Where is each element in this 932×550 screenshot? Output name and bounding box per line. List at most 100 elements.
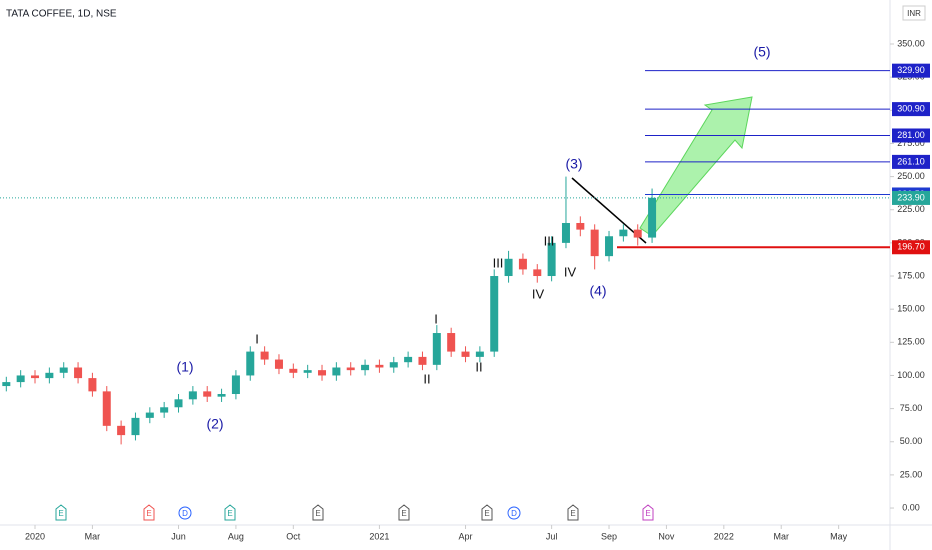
candle-body <box>131 417 140 436</box>
candle-body <box>389 362 398 368</box>
candle-body <box>74 367 83 379</box>
trend-line <box>571 177 647 244</box>
candle-body <box>174 399 183 408</box>
level-box <box>892 63 930 78</box>
candle-body <box>504 258 513 277</box>
candle-body <box>648 197 657 238</box>
level-box <box>892 240 930 255</box>
event-label: E <box>401 509 406 518</box>
level-label: 329.90 <box>897 65 925 75</box>
y-tick-label: 0.00 <box>902 502 920 512</box>
candle-body <box>547 242 556 277</box>
x-tick-label: May <box>830 531 848 541</box>
candle-body <box>59 367 68 373</box>
level-label: 281.00 <box>897 130 925 140</box>
candle-body <box>561 222 570 243</box>
event-label: E <box>484 509 489 518</box>
symbol: TATA COFFEE, 1D, NSE <box>6 9 117 20</box>
wave-label: (4) <box>589 283 606 299</box>
candle-body <box>418 356 427 365</box>
y-tick-label: 50.00 <box>900 436 923 446</box>
level-box <box>892 102 930 117</box>
wave-label: II <box>475 359 482 374</box>
level-box <box>892 128 930 143</box>
candle-body <box>461 351 470 357</box>
candle-body <box>217 394 226 397</box>
event-label: E <box>570 509 575 518</box>
x-tick-label: Sep <box>601 531 617 541</box>
candle-body <box>303 370 312 373</box>
candle-body <box>332 367 341 376</box>
x-tick-label: Mar <box>85 531 101 541</box>
x-tick-label: Jul <box>546 531 558 541</box>
wave-label: (2) <box>206 416 223 432</box>
candle-body <box>246 351 255 376</box>
event-badge <box>398 504 410 521</box>
wave-label: IV <box>564 264 577 279</box>
y-tick-label: 275.00 <box>897 138 925 148</box>
candle-body <box>274 359 283 369</box>
candle-body <box>145 412 154 418</box>
candle-body <box>518 258 527 270</box>
wave-label: (1) <box>176 359 193 375</box>
wave-label: (3) <box>565 156 582 172</box>
candle-body <box>188 391 197 400</box>
currency-box <box>902 5 926 21</box>
candle-body <box>605 236 614 257</box>
x-tick-label: 2021 <box>369 531 389 541</box>
last-price-label: 233.90 <box>897 192 925 202</box>
y-tick-label: 175.00 <box>897 270 925 280</box>
x-tick-label: 2020 <box>25 531 45 541</box>
event-badge <box>567 504 579 521</box>
candle-body <box>447 333 456 352</box>
candle-body <box>361 364 370 371</box>
x-tick-label: Oct <box>286 531 301 541</box>
candle-body <box>260 351 269 360</box>
candle-body <box>2 382 11 387</box>
event-label: E <box>58 509 63 518</box>
wave-label: I <box>434 311 438 326</box>
event-badge <box>507 506 521 520</box>
wave-label: II <box>423 371 430 386</box>
wave-label: IV <box>532 286 545 301</box>
wave-label: III <box>544 233 555 248</box>
candle-body <box>404 356 413 363</box>
event-label: E <box>227 509 232 518</box>
candle-body <box>31 375 40 379</box>
candle-body <box>533 269 542 277</box>
event-badge <box>481 504 493 521</box>
candle-body <box>45 372 54 379</box>
event-badge <box>178 506 192 520</box>
x-tick-label: Aug <box>228 531 244 541</box>
event-badge <box>224 504 236 521</box>
y-tick-label: 250.00 <box>897 171 925 181</box>
candle-body <box>289 368 298 373</box>
candle-body <box>619 229 628 237</box>
level-label: 261.10 <box>897 156 925 166</box>
candle-body <box>590 229 599 257</box>
event-label: E <box>146 509 151 518</box>
x-tick-label: Apr <box>459 531 473 541</box>
candle-body <box>576 222 585 230</box>
wave-label: III <box>493 255 504 270</box>
candle-body <box>117 425 126 436</box>
candle-body <box>375 364 384 368</box>
candle-body <box>432 333 441 365</box>
candle-body <box>16 375 25 383</box>
candle-body <box>160 407 169 413</box>
x-tick-label: Mar <box>773 531 789 541</box>
x-tick-label: Nov <box>658 531 675 541</box>
event-badge <box>312 504 324 521</box>
candle-body <box>203 391 212 397</box>
candle-body <box>490 276 499 352</box>
wave-label: I <box>255 331 259 346</box>
x-tick-label: 2022 <box>714 531 734 541</box>
y-tick-label: 225.00 <box>897 204 925 214</box>
level-box <box>892 154 930 169</box>
last-price-box <box>892 190 930 205</box>
event-label: D <box>182 509 188 518</box>
level-label: 196.70 <box>897 242 925 252</box>
event-badge <box>55 504 67 521</box>
candle-body <box>102 391 111 426</box>
